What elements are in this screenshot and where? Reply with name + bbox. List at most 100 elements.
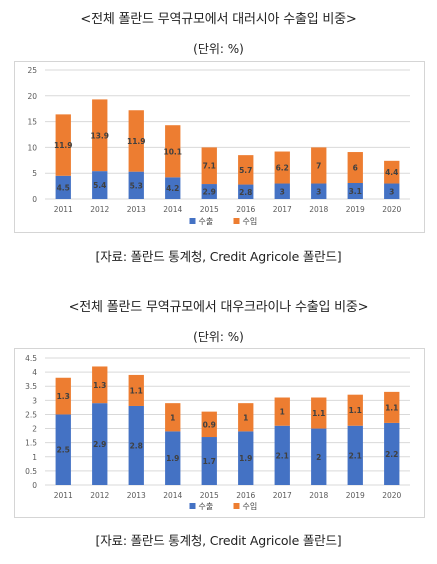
- export-bar: [238, 431, 254, 485]
- chart2-svg: 0 0.5 1 1.5 2 2.5 3 3.5 4 4.5 2.5 1.3 2011 2.9 1.3 2012…: [25, 354, 410, 511]
- x-tick-label: 2019: [346, 205, 365, 214]
- import-bar: [201, 411, 217, 438]
- export-bar: [55, 414, 71, 485]
- export-value-label: 2.1: [349, 451, 362, 460]
- import-value-label: 1.1: [385, 403, 398, 412]
- import-value-label: 0.9: [203, 420, 216, 429]
- chart2-title: <전체 폴란드 무역규모에서 대우크라이나 수출입 비중>: [68, 300, 369, 315]
- export-bar: [274, 183, 290, 199]
- export-value-label: 4.5: [57, 183, 70, 192]
- export-bar: [347, 183, 363, 199]
- chart1-unit: (단위: %): [193, 42, 244, 56]
- import-value-label: 1.1: [349, 406, 362, 415]
- export-value-label: 2.8: [239, 188, 252, 197]
- export-bar: [311, 183, 327, 199]
- chart2-container: 0 0.5 1 1.5 2 2.5 3 3.5 4 4.5 2.5 1.3 2011 2.9 1.3 2012…: [14, 348, 425, 518]
- export-bar: [201, 437, 217, 485]
- y-tick-label: 4.5: [25, 354, 37, 363]
- import-value-label: 7.1: [203, 162, 216, 171]
- y-tick-label: 0: [32, 195, 37, 204]
- import-value-label: 6.2: [276, 164, 289, 173]
- x-tick-label: 2014: [163, 205, 182, 214]
- import-bar: [128, 374, 144, 406]
- import-bar: [128, 110, 144, 172]
- import-bar: [165, 403, 181, 432]
- y-tick-label: 3.5: [25, 382, 37, 391]
- chart1-title: <전체 폴란드 무역규모에서 대러시아 수출입 비중>: [80, 12, 357, 27]
- export-value-label: 1.9: [239, 454, 252, 463]
- chart1-svg: 0 5 10 15 20 25 4.5 11.9 2011 5.4 13.9 2012 5.3 11.9 2…: [27, 66, 410, 226]
- legend-import-label: 수입: [243, 217, 258, 226]
- y-tick-label: 10: [27, 143, 37, 152]
- x-tick-label: 2018: [309, 491, 328, 500]
- export-value-label: 2.9: [93, 440, 106, 449]
- export-value-label: 3: [389, 187, 394, 196]
- import-bar: [347, 394, 363, 426]
- x-tick-label: 2017: [273, 205, 292, 214]
- export-value-label: 3: [280, 187, 285, 196]
- export-value-label: 2.2: [385, 450, 398, 459]
- import-bar: [201, 147, 217, 185]
- export-value-label: 2.9: [203, 188, 216, 197]
- import-value-label: 1: [243, 413, 248, 422]
- import-value-label: 1: [280, 408, 285, 417]
- legend-export-label: 수출: [199, 216, 214, 226]
- legend-export-swatch: [189, 218, 196, 224]
- x-tick-label: 2017: [273, 491, 292, 500]
- import-value-label: 6: [353, 164, 358, 173]
- legend-import-label: 수입: [243, 502, 258, 511]
- export-bar: [92, 171, 108, 199]
- import-bar: [165, 125, 181, 178]
- export-bar: [311, 428, 327, 485]
- y-tick-label: 5: [32, 169, 37, 178]
- y-tick-label: 2: [32, 425, 37, 434]
- import-value-label: 7: [316, 161, 321, 170]
- export-bar: [384, 183, 400, 199]
- export-value-label: 1.9: [166, 454, 179, 463]
- import-value-label: 11.9: [54, 141, 73, 150]
- export-value-label: 2.8: [130, 441, 143, 450]
- import-bar: [238, 155, 254, 185]
- import-bar: [274, 151, 290, 184]
- export-bar: [347, 425, 363, 485]
- legend-import-swatch: [233, 503, 240, 509]
- export-bar: [238, 184, 254, 199]
- import-bar: [274, 397, 290, 426]
- x-tick-label: 2016: [236, 205, 255, 214]
- x-tick-label: 2014: [163, 491, 182, 500]
- x-tick-label: 2015: [200, 205, 219, 214]
- x-tick-label: 2019: [346, 491, 365, 500]
- export-value-label: 2: [316, 453, 321, 462]
- import-value-label: 10.1: [163, 147, 182, 156]
- x-tick-label: 2013: [127, 491, 146, 500]
- export-value-label: 4.2: [166, 184, 179, 193]
- y-tick-label: 0: [32, 481, 37, 490]
- import-value-label: 5.7: [239, 166, 252, 175]
- x-tick-label: 2012: [90, 205, 109, 214]
- y-tick-label: 4: [32, 368, 37, 377]
- export-value-label: 5.3: [130, 181, 143, 190]
- export-value-label: 3.1: [349, 187, 362, 196]
- import-bar: [55, 377, 71, 415]
- export-value-label: 5.4: [93, 181, 106, 190]
- x-tick-label: 2011: [54, 205, 73, 214]
- import-bar: [92, 99, 108, 172]
- chart2-source: [자료: 폴란드 통계청, Credit Agricole 폴란드]: [95, 533, 342, 548]
- chart1-source: [자료: 폴란드 통계청, Credit Agricole 폴란드]: [95, 249, 342, 264]
- import-bar: [92, 366, 108, 404]
- export-bar: [165, 177, 181, 199]
- x-tick-label: 2015: [200, 491, 219, 500]
- import-bar: [347, 152, 363, 184]
- x-tick-label: 2016: [236, 491, 255, 500]
- y-tick-label: 1: [32, 453, 37, 462]
- export-bar: [55, 175, 71, 199]
- chart2-unit: (단위: %): [193, 330, 244, 344]
- export-value-label: 2.1: [276, 451, 289, 460]
- import-value-label: 1.1: [312, 409, 325, 418]
- x-tick-label: 2020: [382, 205, 401, 214]
- import-bar: [55, 114, 71, 176]
- y-tick-label: 15: [27, 118, 37, 127]
- export-value-label: 2.5: [57, 446, 70, 455]
- export-bar: [92, 403, 108, 485]
- import-value-label: 11.9: [127, 137, 146, 146]
